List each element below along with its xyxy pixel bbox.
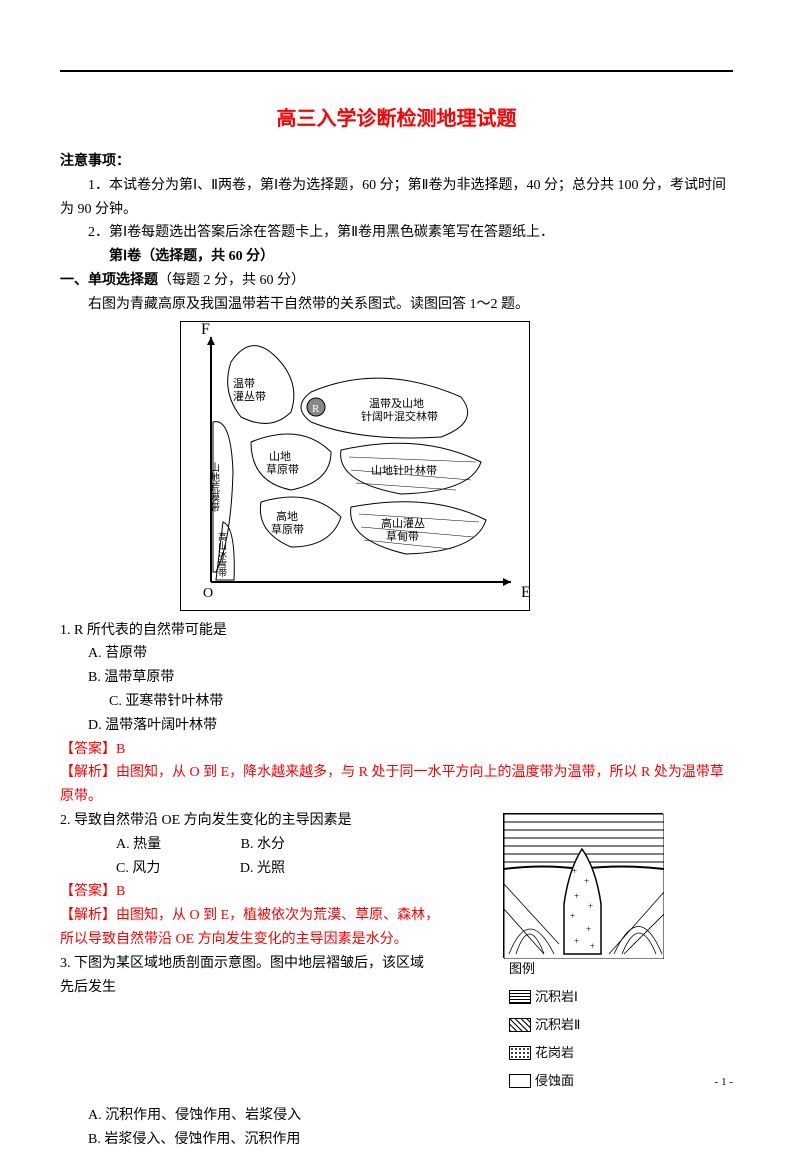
legend-row-1: 沉积岩Ⅰ xyxy=(509,986,580,1008)
q2-opts-row1: A. 热量 B. 水分 xyxy=(60,833,440,857)
q3-stem-a: 3. 下图为某区域地质剖面示意图。图中地层褶皱后，该区域 xyxy=(60,952,440,976)
svg-text:山地: 山地 xyxy=(269,450,291,463)
notice-line-2: 2．第Ⅰ卷每题选出答案后涂在答题卡上，第Ⅱ卷用黑色碳素笔写在答题纸上． xyxy=(60,221,733,245)
header-rule xyxy=(60,70,733,72)
q1-option-d: D. 温带落叶阔叶林带 xyxy=(60,714,733,738)
svg-text:O: O xyxy=(203,586,213,601)
svg-text:+: + xyxy=(574,936,579,946)
q1-option-b: B. 温带草原带 xyxy=(60,666,733,690)
q3-option-b: B. 岩浆侵入、侵蚀作用、沉积作用 xyxy=(60,1128,733,1152)
exam-title: 高三入学诊断检测地理试题 xyxy=(60,102,733,136)
legend-row-2: 沉积岩Ⅱ xyxy=(509,1014,580,1036)
svg-text:+: + xyxy=(574,891,579,901)
q2-option-a: A. 热量 xyxy=(88,833,161,857)
swatch-granite-icon xyxy=(509,1046,531,1060)
notice-line-1: 1．本试卷分为第Ⅰ、Ⅱ两卷，第Ⅰ卷为选择题，60 分；第Ⅱ卷为非选择题，40 分… xyxy=(60,174,733,222)
svg-text:山地针叶林带: 山地针叶林带 xyxy=(371,463,437,477)
legend-label-2: 沉积岩Ⅱ xyxy=(535,1014,580,1036)
q1-option-a: A. 苔原带 xyxy=(60,642,733,666)
q2-block: 2. 导致自然带沿 OE 方向发生变化的主导因素是 A. 热量 B. 水分 C.… xyxy=(60,809,733,1098)
svg-text:灌丛带: 灌丛带 xyxy=(233,390,266,403)
legend-row-4: 侵蚀面 xyxy=(509,1070,580,1092)
svg-text:E: E xyxy=(521,584,531,601)
legend-title: 图例 xyxy=(509,958,580,980)
svg-text:针阔叶混交林带: 针阔叶混交林带 xyxy=(361,409,438,423)
q2-stem: 2. 导致自然带沿 OE 方向发生变化的主导因素是 xyxy=(60,809,440,833)
legend: 图例 沉积岩Ⅰ 沉积岩Ⅱ 花岗岩 侵蚀面 xyxy=(509,958,580,1098)
legend-row-3: 花岗岩 xyxy=(509,1042,580,1064)
svg-text:草原带: 草原带 xyxy=(271,523,304,536)
svg-text:山地荒漠带: 山地荒漠带 xyxy=(208,461,220,512)
mc-header-line: 一、单项选择题（每题 2 分，共 60 分） xyxy=(60,269,733,293)
legend-label-3: 花岗岩 xyxy=(535,1042,574,1064)
svg-text:R: R xyxy=(312,403,320,415)
q2-answer: 【答案】B xyxy=(60,880,440,904)
q1-option-c: C. 亚寒带针叶林带 xyxy=(60,690,733,714)
q2-option-b: B. 水分 xyxy=(213,833,285,857)
svg-text:+: + xyxy=(588,901,593,911)
q2-option-c: C. 风力 xyxy=(88,857,160,881)
legend-label-1: 沉积岩Ⅰ xyxy=(535,986,578,1008)
svg-text:+: + xyxy=(586,924,591,934)
svg-text:高山冰雪带: 高山冰雪带 xyxy=(217,530,227,577)
svg-text:高地: 高地 xyxy=(276,509,298,523)
q2-option-d: D. 光照 xyxy=(212,857,285,881)
q1-answer: 【答案】B xyxy=(60,738,733,762)
mc-sub: （每题 2 分，共 60 分） xyxy=(158,273,305,288)
q1-stem: 1. R 所代表的自然带可能是 xyxy=(60,619,733,643)
mc-header: 一、单项选择题 xyxy=(60,273,158,288)
page-number: - 1 - xyxy=(715,1073,733,1092)
legend-label-4: 侵蚀面 xyxy=(535,1070,574,1092)
svg-text:+: + xyxy=(572,866,577,876)
swatch-sediment-2-icon xyxy=(509,1018,531,1032)
svg-text:+: + xyxy=(584,876,589,886)
svg-text:+: + xyxy=(590,941,595,951)
figure-natural-zones: E F O 温带 灌丛带 温带及山地 针阔叶混交林带 山地 草原带 山地针叶林带… xyxy=(180,321,530,611)
svg-text:温带及山地: 温带及山地 xyxy=(369,397,424,410)
section-1-header: 第Ⅰ卷（选择题，共 60 分） xyxy=(60,245,733,269)
q2-opts-row2: C. 风力 D. 光照 xyxy=(60,857,440,881)
svg-text:F: F xyxy=(201,322,210,338)
svg-text:草原带: 草原带 xyxy=(266,463,299,476)
q3-stem-b: 先后发生 xyxy=(60,976,440,1000)
swatch-erosion-icon xyxy=(509,1074,531,1088)
q1-explain: 【解析】由图知，从 O 到 E，降水越来越多，与 R 处于同一水平方向上的温度带… xyxy=(60,761,733,809)
svg-text:温带: 温带 xyxy=(233,377,255,390)
q2-explain: 【解析】由图知，从 O 到 E，植被依次为荒漠、草原、森林，所以导致自然带沿 O… xyxy=(60,904,440,952)
figure-geological-section: + + + + + + + + 图例 沉积岩Ⅰ 沉积岩Ⅱ 花岗岩 侵蚀面 xyxy=(503,813,733,1098)
svg-text:+: + xyxy=(570,911,575,921)
swatch-sediment-1-icon xyxy=(509,990,531,1004)
q3-option-a: A. 沉积作用、侵蚀作用、岩浆侵入 xyxy=(60,1104,733,1128)
notice-header: 注意事项： xyxy=(60,150,733,174)
intro-text: 右图为青藏高原及我国温带若干自然带的关系图式。读图回答 1～2 题。 xyxy=(60,293,733,317)
